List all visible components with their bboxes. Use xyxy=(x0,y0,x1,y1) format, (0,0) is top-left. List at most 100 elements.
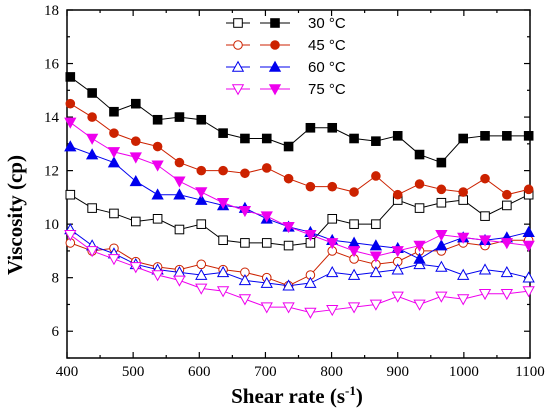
data-point xyxy=(85,133,99,145)
data-point xyxy=(326,238,339,250)
data-point xyxy=(238,274,252,286)
y-tick-label: 12 xyxy=(44,164,59,180)
y-tick-label: 6 xyxy=(52,324,60,340)
data-point xyxy=(523,131,534,141)
data-point xyxy=(414,203,425,213)
y-axis-title: Viscosity (cp) xyxy=(3,155,27,275)
series-line xyxy=(70,234,529,313)
legend-label: 60 °C xyxy=(308,59,346,76)
data-point xyxy=(457,294,470,306)
data-point xyxy=(216,266,230,278)
data-point xyxy=(260,211,273,223)
data-point xyxy=(283,240,294,251)
data-point xyxy=(436,197,447,208)
data-point xyxy=(349,133,359,144)
data-point xyxy=(436,184,447,195)
data-point xyxy=(195,268,208,280)
data-point xyxy=(195,187,208,199)
y-tick-label: 16 xyxy=(44,57,60,73)
data-point xyxy=(305,122,316,133)
data-point xyxy=(261,238,272,248)
data-point xyxy=(151,270,164,282)
series-0-filled xyxy=(65,72,534,168)
data-point xyxy=(305,181,316,192)
series-3-open xyxy=(64,230,535,319)
data-point xyxy=(502,131,512,141)
x-axis: 400 500 600 700 800 900 1000 1100 xyxy=(56,10,545,380)
x-tick-label: 400 xyxy=(56,364,79,380)
series-0-open xyxy=(65,189,534,251)
data-point xyxy=(435,230,448,242)
data-point xyxy=(523,184,534,195)
legend-label: 45 °C xyxy=(308,37,346,54)
x-tick-label: 600 xyxy=(188,364,211,380)
data-point xyxy=(414,149,425,160)
data-point xyxy=(107,156,121,168)
data-point xyxy=(152,141,163,152)
data-point xyxy=(218,235,228,246)
data-point xyxy=(65,72,76,82)
data-point xyxy=(85,148,99,160)
data-point xyxy=(349,187,359,197)
data-point xyxy=(347,268,361,280)
data-point xyxy=(371,219,381,229)
data-point xyxy=(64,230,77,242)
data-point xyxy=(304,230,317,242)
x-tick-label: 700 xyxy=(254,364,277,380)
data-point xyxy=(87,88,97,98)
legend: 30 °C 45 °C 60 °C 75 °C xyxy=(226,15,346,98)
series-line xyxy=(70,194,529,247)
data-point xyxy=(216,286,230,298)
data-point xyxy=(458,187,468,197)
data-point xyxy=(87,112,97,122)
data-point xyxy=(238,205,252,218)
data-point xyxy=(435,239,448,251)
x-axis-title-end: ) xyxy=(356,384,363,408)
data-point xyxy=(413,257,426,270)
data-point xyxy=(196,219,207,229)
data-point xyxy=(107,147,121,159)
data-point xyxy=(173,176,186,188)
data-point xyxy=(326,305,339,317)
data-point xyxy=(480,131,490,141)
data-point xyxy=(347,246,361,258)
data-point xyxy=(391,291,404,303)
data-point xyxy=(326,266,339,278)
legend-marker-open xyxy=(231,60,245,72)
data-point xyxy=(65,189,76,200)
data-point xyxy=(282,222,295,234)
y-tick-label: 14 xyxy=(44,110,60,126)
data-point xyxy=(500,266,513,278)
data-point xyxy=(240,238,250,248)
legend-marker-open xyxy=(233,40,243,50)
data-point xyxy=(195,193,208,205)
data-point xyxy=(327,122,338,133)
data-point xyxy=(478,263,492,275)
data-point xyxy=(87,203,97,213)
data-point xyxy=(109,106,119,117)
data-point xyxy=(392,131,403,141)
data-point xyxy=(260,302,273,314)
x-axis-title-main: Shear rate (s xyxy=(231,384,345,408)
data-point xyxy=(500,288,513,301)
data-point xyxy=(85,246,99,258)
data-point xyxy=(129,262,142,274)
data-point xyxy=(502,189,512,200)
data-point xyxy=(480,211,490,221)
legend-label: 75 °C xyxy=(308,81,346,98)
data-point xyxy=(218,165,228,176)
legend-entry-0: 30 °C xyxy=(226,15,346,32)
data-point xyxy=(151,160,164,172)
legend-marker-filled xyxy=(270,40,280,50)
series-line xyxy=(70,76,529,164)
data-point xyxy=(130,98,141,109)
legend-entry-3: 75 °C xyxy=(226,81,346,98)
data-point xyxy=(152,214,163,224)
data-point xyxy=(478,235,492,247)
data-point xyxy=(436,157,447,168)
data-point xyxy=(216,197,230,210)
data-point xyxy=(327,214,338,224)
data-point xyxy=(196,165,207,176)
data-point xyxy=(413,299,426,311)
